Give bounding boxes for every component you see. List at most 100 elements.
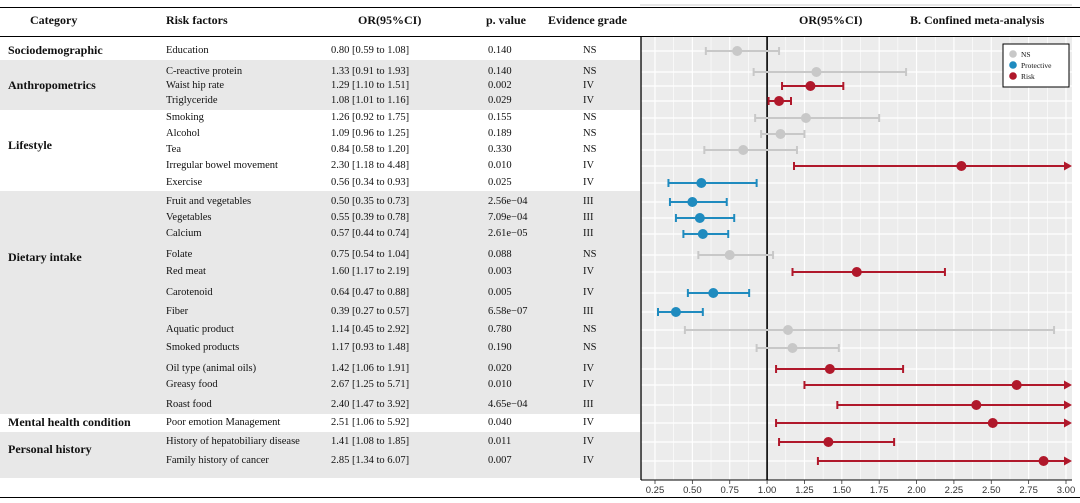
or-point xyxy=(823,437,834,447)
risk-factor-name: Exercise xyxy=(166,177,203,188)
p-value: 0.002 xyxy=(488,80,512,91)
evidence-grade: IV xyxy=(583,177,595,188)
p-value: 0.007 xyxy=(488,455,512,466)
or-ci-value: 1.09 [0.96 to 1.25] xyxy=(331,128,410,139)
risk-factor-name: Triglyceride xyxy=(166,95,218,106)
p-value: 7.09e−04 xyxy=(488,212,528,223)
or-ci-value: 2.30 [1.18 to 4.48] xyxy=(331,160,410,171)
ci-arrow-upper xyxy=(1064,456,1072,466)
p-value: 6.58e−07 xyxy=(488,306,528,317)
x-tick-label: 2.50 xyxy=(982,485,1001,496)
p-value: 0.330 xyxy=(488,144,512,155)
or-point xyxy=(738,145,749,155)
risk-factor-name: Family history of cancer xyxy=(166,455,269,466)
evidence-grade: IV xyxy=(583,95,595,106)
or-ci-value: 1.33 [0.91 to 1.93] xyxy=(331,66,410,77)
or-point xyxy=(824,364,835,374)
or-point xyxy=(732,46,743,56)
evidence-grade: III xyxy=(583,306,594,317)
legend-label: Risk xyxy=(1021,72,1035,81)
category-personal-history: Personal history xyxy=(8,442,92,456)
p-value: 0.140 xyxy=(488,66,512,77)
cropped-top-axis xyxy=(640,4,1072,6)
p-value: 0.088 xyxy=(488,249,512,260)
p-value: 2.61e−05 xyxy=(488,228,528,239)
header-rule xyxy=(0,36,1080,37)
evidence-grade: III xyxy=(583,196,594,207)
header-or-ci: OR(95%CI) xyxy=(358,13,422,27)
or-point xyxy=(811,67,822,77)
x-tick-label: 1.50 xyxy=(833,485,852,496)
or-ci-value: 2.85 [1.34 to 6.07] xyxy=(331,455,410,466)
x-tick-label: 2.75 xyxy=(1019,485,1038,496)
p-value: 0.780 xyxy=(488,324,512,335)
p-value: 0.029 xyxy=(488,95,512,106)
or-point xyxy=(956,161,967,171)
or-ci-value: 1.08 [1.01 to 1.16] xyxy=(331,95,410,106)
p-value: 4.65e−04 xyxy=(488,399,528,410)
legend-marker xyxy=(1009,50,1017,58)
evidence-grade: NS xyxy=(583,128,597,139)
plot-title: OR(95%CI) xyxy=(799,13,863,27)
or-ci-value: 2.51 [1.06 to 5.92] xyxy=(331,417,410,428)
p-value: 0.010 xyxy=(488,379,512,390)
top-rule xyxy=(0,7,1080,8)
evidence-grade: IV xyxy=(583,455,595,466)
p-value: 0.011 xyxy=(488,436,512,447)
evidence-grade: IV xyxy=(583,379,595,390)
or-ci-value: 0.84 [0.58 to 1.20] xyxy=(331,144,410,155)
category-sociodemographic: Sociodemographic xyxy=(8,43,103,57)
or-point xyxy=(971,400,982,410)
or-ci-value: 1.42 [1.06 to 1.91] xyxy=(331,363,410,374)
risk-factor-name: Oil type (animal oils) xyxy=(166,363,257,374)
p-value: 0.025 xyxy=(488,177,512,188)
or-point xyxy=(697,229,708,239)
evidence-grade: NS xyxy=(583,249,597,260)
category-mental-health: Mental health condition xyxy=(8,415,131,429)
x-tick-label: 2.25 xyxy=(945,485,964,496)
or-ci-value: 0.57 [0.44 to 0.74] xyxy=(331,228,410,239)
or-ci-value: 1.41 [1.08 to 1.85] xyxy=(331,436,410,447)
header-p-value: p. value xyxy=(486,13,527,27)
or-point xyxy=(774,96,785,106)
band-personal-history xyxy=(0,432,640,478)
risk-factor-name: Vegetables xyxy=(166,212,212,223)
risk-factor-name: Smoked products xyxy=(166,342,240,353)
panel-label: B. Confined meta-analysis xyxy=(910,13,1045,27)
header-risk-factors: Risk factors xyxy=(166,13,228,27)
p-value: 0.005 xyxy=(488,287,512,298)
evidence-grade: NS xyxy=(583,342,597,353)
evidence-grade: IV xyxy=(583,266,595,277)
evidence-grade: NS xyxy=(583,66,597,77)
evidence-grade: NS xyxy=(583,324,597,335)
or-point xyxy=(775,129,786,139)
or-point xyxy=(694,213,705,223)
or-point xyxy=(696,178,707,188)
legend-label: Protective xyxy=(1021,61,1052,70)
x-tick-label: 3.00 xyxy=(1057,485,1076,496)
ci-arrow-upper xyxy=(1064,380,1072,390)
or-ci-value: 0.50 [0.35 to 0.73] xyxy=(331,196,410,207)
ci-arrow-upper xyxy=(1064,400,1072,410)
legend-marker xyxy=(1009,61,1017,69)
header-category: Category xyxy=(30,13,78,27)
x-tick-label: 0.75 xyxy=(720,485,739,496)
risk-factor-name: Fiber xyxy=(166,306,189,317)
x-tick-label: 1.75 xyxy=(870,485,889,496)
bottom-rule xyxy=(0,497,1080,498)
risk-factor-name: Roast food xyxy=(166,399,212,410)
plot-panel xyxy=(641,37,1072,480)
category-lifestyle: Lifestyle xyxy=(8,138,52,152)
risk-factor-name: Red meat xyxy=(166,266,206,277)
or-point xyxy=(724,250,735,260)
legend-label: NS xyxy=(1021,50,1031,59)
band-anthropometrics xyxy=(0,60,640,110)
risk-factor-name: Greasy food xyxy=(166,379,218,390)
ci-arrow-upper xyxy=(1064,418,1072,428)
category-dietary-intake: Dietary intake xyxy=(8,250,82,264)
risk-factor-name: C-reactive protein xyxy=(166,66,243,77)
or-ci-value: 2.67 [1.25 to 5.71] xyxy=(331,379,410,390)
or-point xyxy=(805,81,816,91)
or-ci-value: 1.26 [0.92 to 1.75] xyxy=(331,112,410,123)
